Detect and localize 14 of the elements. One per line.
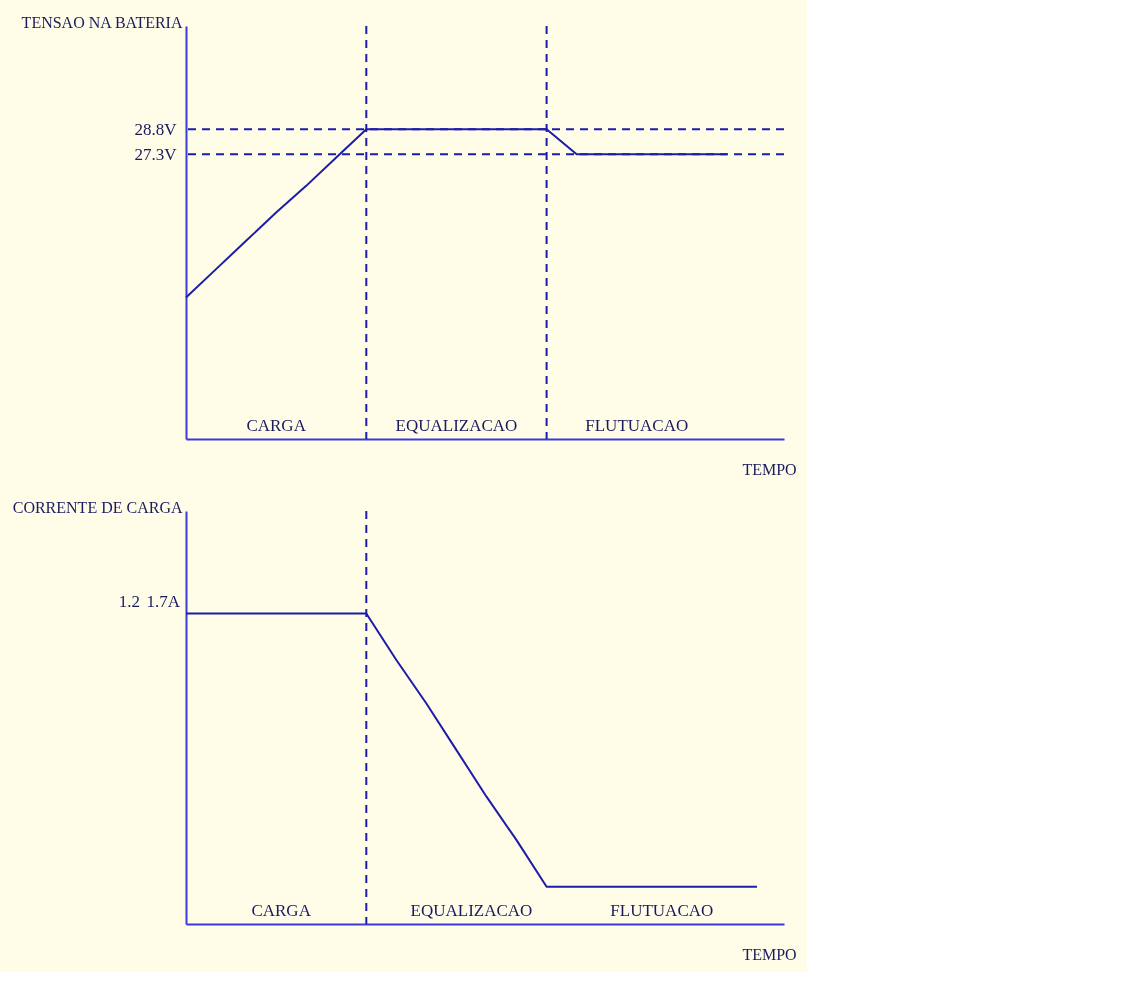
x-axis-title: TEMPO <box>742 945 797 963</box>
y-axis-title: CORRENTE DE CARGA <box>12 498 183 516</box>
annotation: EQUALIZACAO <box>395 416 518 435</box>
annotation: CARGA <box>251 901 312 920</box>
annotation: CARGA <box>246 416 307 435</box>
text: 1.2 <box>118 592 140 612</box>
y-tick-label: 27.3V <box>134 144 178 164</box>
x-axis-title: TEMPO <box>742 460 797 478</box>
annotation: EQUALIZACAO <box>410 901 533 920</box>
annotation: FLUTUACAO <box>585 416 689 435</box>
y-tick-label: 28.8V <box>134 119 178 139</box>
annotation: FLUTUACAO <box>610 901 714 920</box>
y-axis-title: TENSAO NA BATERIA <box>21 13 183 31</box>
text: 1.7A <box>146 592 181 612</box>
